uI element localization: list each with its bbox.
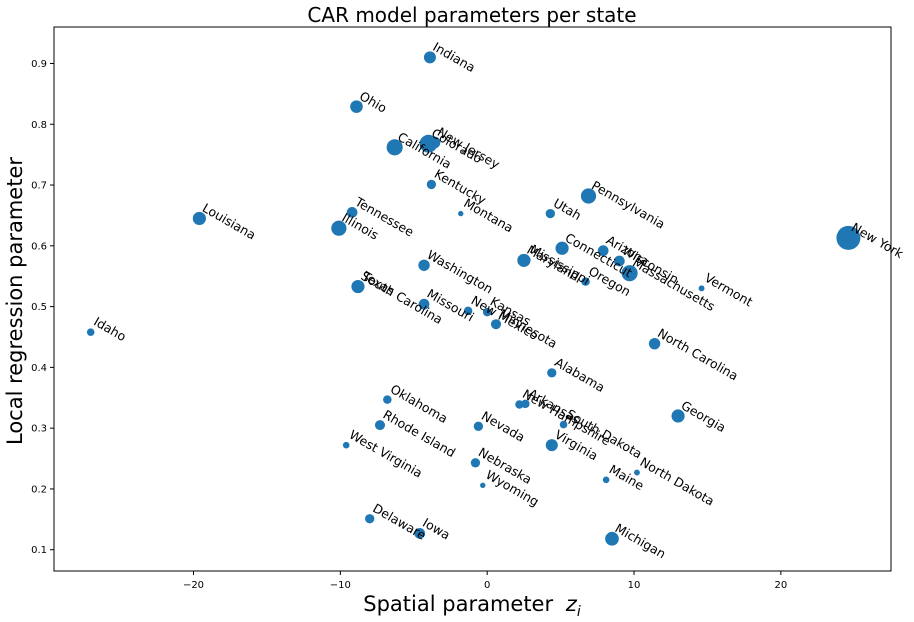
data-point	[671, 409, 685, 423]
data-point	[580, 188, 597, 204]
state-label: Texas	[359, 268, 397, 299]
data-point	[555, 241, 569, 255]
data-point	[418, 298, 430, 310]
state-label: Pennsylvania	[589, 178, 668, 232]
data-point	[480, 482, 486, 488]
data-point	[559, 420, 568, 429]
state-label: Louisiana	[200, 200, 259, 242]
state-label: Georgia	[679, 398, 729, 435]
data-point	[423, 51, 436, 64]
y-tick-label: 0.9	[31, 59, 47, 70]
state-label: Iowa	[420, 515, 453, 543]
axis-ticks: −20 −10 0 10 20 0.1 0.2 0.3 0.4 0.5 0.6 0.7 0.8 0.9	[31, 59, 787, 591]
data-point	[473, 421, 484, 431]
data-points	[86, 51, 861, 546]
data-point	[545, 439, 558, 452]
state-label: Utah	[551, 195, 584, 223]
data-point	[86, 328, 95, 336]
x-axis-label-subscript: i	[577, 604, 581, 620]
state-label: North Dakota	[637, 454, 717, 509]
x-axis-label-text: Spatial parameter	[363, 592, 553, 616]
data-point	[698, 285, 705, 292]
data-point	[621, 265, 638, 282]
state-label: Montana	[461, 195, 516, 235]
state-label: Indiana	[430, 39, 478, 75]
data-point	[648, 337, 661, 350]
data-point	[331, 220, 347, 236]
data-point	[470, 458, 481, 468]
data-point	[602, 476, 610, 484]
state-label: Ohio	[357, 88, 390, 115]
x-tick-label: 10	[628, 580, 641, 591]
data-point	[354, 281, 365, 292]
y-tick-label: 0.8	[31, 120, 47, 131]
data-point	[634, 469, 640, 476]
state-label: North Carolina	[655, 325, 741, 383]
data-point	[605, 531, 619, 546]
data-point	[383, 395, 392, 404]
state-label: Idaho	[91, 314, 129, 344]
x-tick-label: −10	[330, 580, 351, 591]
y-tick-label: 0.2	[31, 484, 47, 495]
plot-frame	[53, 26, 892, 572]
data-point	[581, 277, 590, 286]
data-point	[597, 245, 609, 257]
x-axis-label: Spatial parameter zi	[363, 592, 581, 620]
data-point	[545, 208, 555, 219]
data-point	[428, 136, 441, 149]
data-point	[414, 527, 426, 539]
data-point	[463, 306, 473, 316]
data-point	[521, 399, 530, 409]
y-tick-label: 0.3	[31, 424, 47, 435]
data-point	[374, 420, 386, 431]
state-label: Alabama	[552, 354, 607, 395]
data-point	[426, 179, 437, 190]
data-point	[192, 211, 206, 226]
data-point	[523, 255, 531, 264]
data-point	[342, 441, 350, 449]
x-tick-label: −20	[183, 580, 204, 591]
data-point	[836, 225, 861, 250]
data-point	[547, 368, 557, 378]
data-point	[482, 307, 492, 317]
y-tick-label: 0.6	[31, 241, 47, 252]
state-label: Michigan	[613, 520, 669, 561]
data-point	[386, 139, 403, 156]
x-tick-label: 20	[775, 580, 788, 591]
y-tick-label: 0.1	[31, 545, 47, 556]
y-axis-label: Local regression parameter	[3, 157, 27, 445]
data-point	[418, 259, 430, 271]
state-label: Nevada	[479, 408, 528, 445]
data-point	[458, 210, 464, 217]
state-label: Delaware	[370, 500, 429, 543]
x-tick-label: 0	[484, 580, 490, 591]
data-point	[350, 100, 363, 113]
y-tick-label: 0.7	[31, 181, 47, 192]
data-point	[346, 207, 358, 218]
chart-title: CAR model parameters per state	[307, 3, 636, 27]
data-point	[490, 319, 502, 330]
x-axis-label-var: z	[565, 592, 578, 616]
y-tick-label: 0.4	[31, 363, 47, 374]
y-tick-label: 0.5	[31, 302, 47, 313]
data-point	[613, 255, 625, 267]
data-point	[365, 514, 375, 524]
